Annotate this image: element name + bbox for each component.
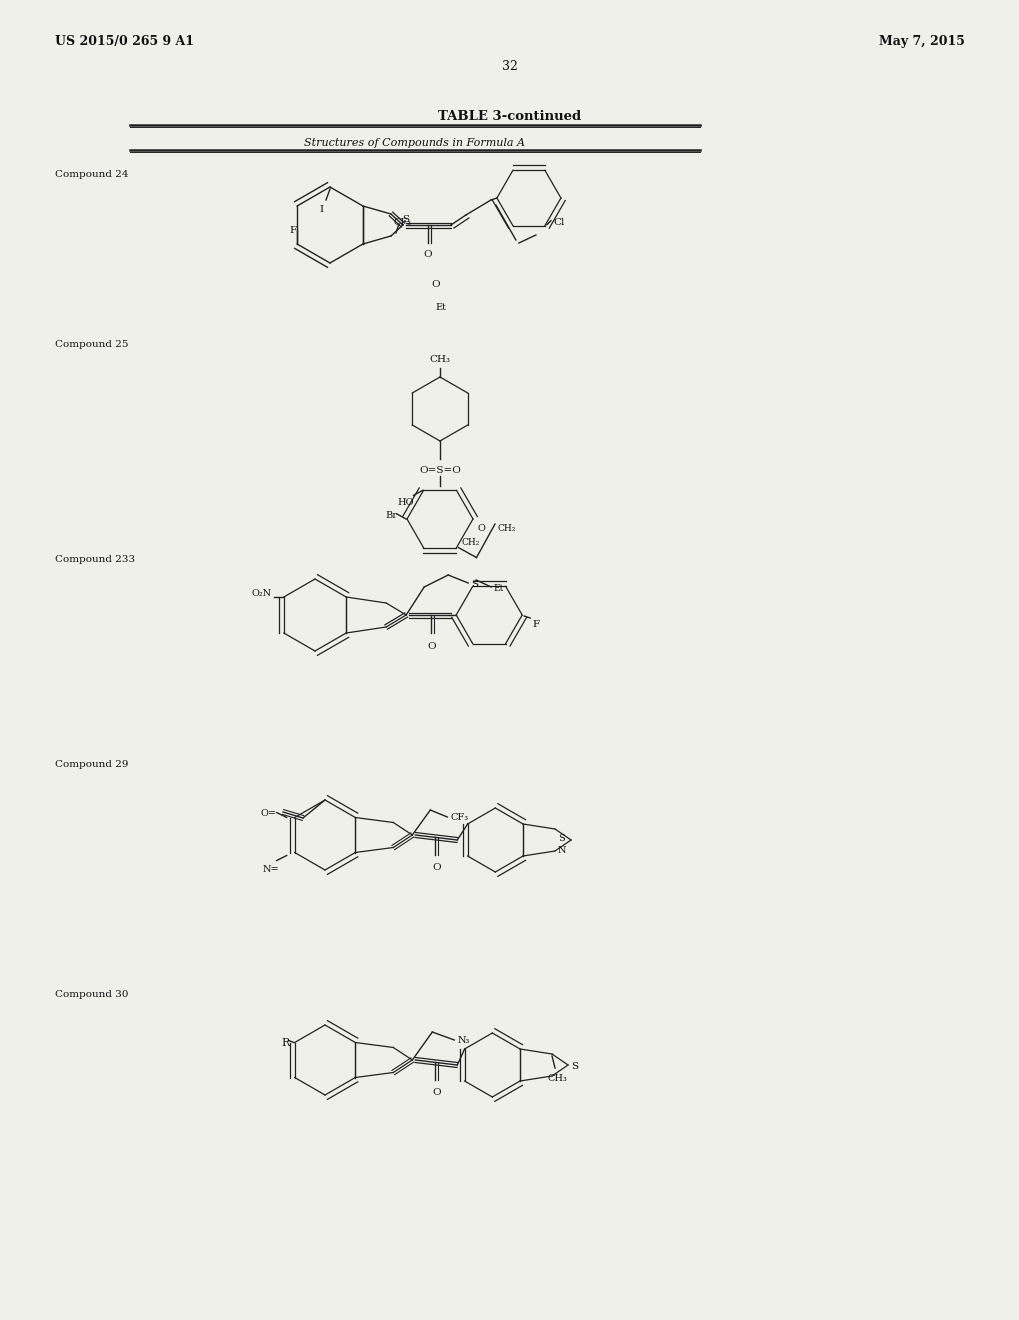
Text: Br: Br bbox=[384, 511, 396, 520]
Text: May 7, 2015: May 7, 2015 bbox=[878, 36, 964, 48]
Text: O₂N: O₂N bbox=[252, 589, 271, 598]
Text: O=: O= bbox=[261, 809, 276, 818]
Text: S: S bbox=[557, 834, 565, 843]
Text: 32: 32 bbox=[501, 59, 518, 73]
Text: CH₂: CH₂ bbox=[461, 537, 479, 546]
Text: O: O bbox=[427, 642, 436, 651]
Text: S: S bbox=[471, 579, 478, 589]
Text: CF₃: CF₃ bbox=[393, 218, 412, 227]
Text: CH₃: CH₃ bbox=[546, 1074, 567, 1082]
Text: CH₂: CH₂ bbox=[497, 524, 516, 533]
Text: O=S=O: O=S=O bbox=[419, 466, 461, 475]
Text: Compound 30: Compound 30 bbox=[55, 990, 128, 999]
Text: F: F bbox=[289, 226, 297, 235]
Text: Compound 24: Compound 24 bbox=[55, 170, 128, 180]
Text: CH₃: CH₃ bbox=[429, 355, 450, 364]
Text: R: R bbox=[281, 1038, 289, 1048]
Text: O: O bbox=[431, 280, 440, 289]
Text: Et: Et bbox=[493, 583, 503, 593]
Text: O: O bbox=[423, 249, 432, 259]
Text: I: I bbox=[320, 205, 324, 214]
Text: N₃: N₃ bbox=[457, 1036, 469, 1045]
Text: O: O bbox=[432, 1088, 440, 1097]
Text: Compound 25: Compound 25 bbox=[55, 341, 128, 348]
Text: HO: HO bbox=[396, 499, 413, 507]
Text: Et: Et bbox=[435, 304, 446, 312]
Text: Structures of Compounds in Formula A: Structures of Compounds in Formula A bbox=[305, 139, 525, 148]
Text: US 2015/0 265 9 A1: US 2015/0 265 9 A1 bbox=[55, 36, 194, 48]
Text: O: O bbox=[432, 863, 440, 873]
Text: N=: N= bbox=[263, 865, 279, 874]
Text: S: S bbox=[401, 215, 409, 224]
Text: S: S bbox=[571, 1063, 578, 1071]
Text: Compound 29: Compound 29 bbox=[55, 760, 128, 770]
Text: TABLE 3-continued: TABLE 3-continued bbox=[438, 110, 581, 123]
Text: CF₃: CF₃ bbox=[449, 813, 468, 822]
Text: O: O bbox=[478, 524, 485, 533]
Text: Compound 233: Compound 233 bbox=[55, 554, 135, 564]
Text: Cl: Cl bbox=[552, 218, 564, 227]
Text: F: F bbox=[532, 620, 539, 630]
Text: N: N bbox=[557, 846, 566, 855]
